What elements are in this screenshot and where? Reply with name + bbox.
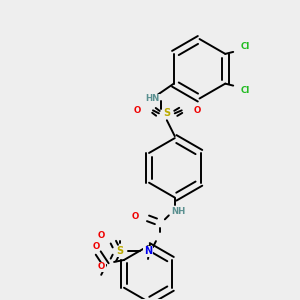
Text: Cl: Cl	[241, 86, 250, 95]
Text: S: S	[117, 246, 124, 256]
Text: O: O	[134, 106, 141, 115]
Text: NH: NH	[172, 207, 186, 216]
Text: HN: HN	[145, 94, 159, 103]
Text: O: O	[194, 106, 201, 115]
Text: Cl: Cl	[241, 43, 250, 52]
Text: O: O	[98, 262, 105, 272]
Text: O: O	[93, 242, 100, 250]
Text: O: O	[131, 212, 139, 221]
Text: N: N	[144, 246, 152, 256]
Text: S: S	[163, 108, 170, 118]
Text: O: O	[98, 231, 105, 240]
